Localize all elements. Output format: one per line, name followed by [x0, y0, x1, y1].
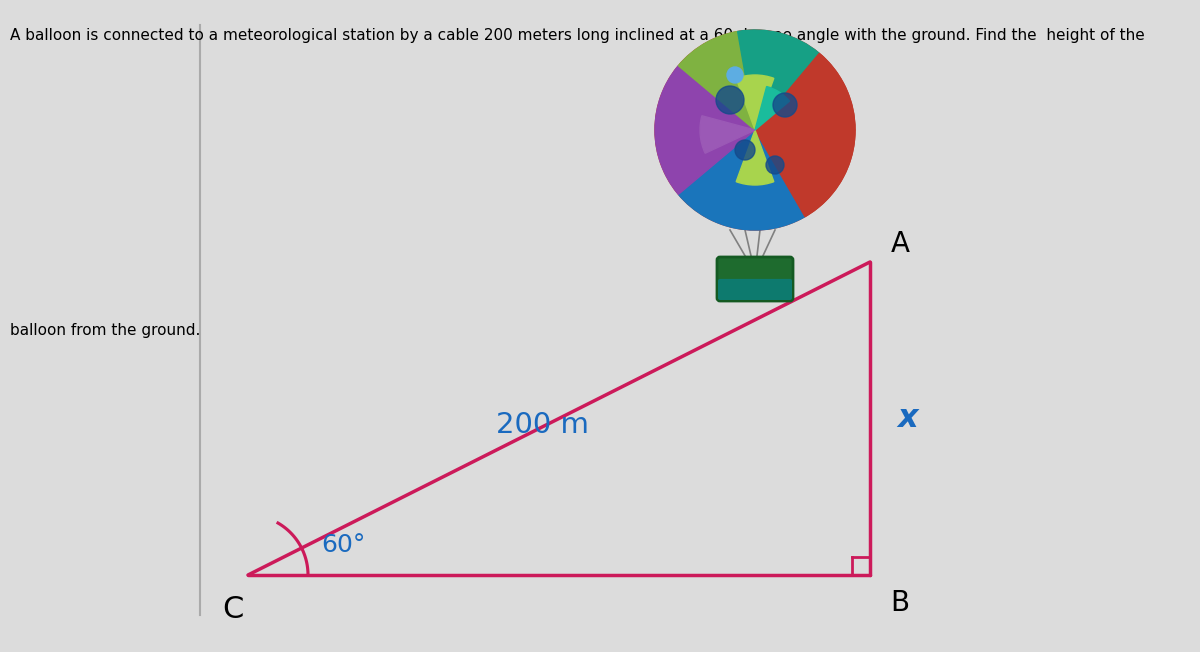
Text: C: C — [222, 595, 244, 625]
Wedge shape — [755, 53, 854, 130]
Wedge shape — [700, 116, 755, 153]
FancyBboxPatch shape — [718, 257, 793, 301]
Wedge shape — [736, 130, 774, 185]
Circle shape — [734, 140, 755, 160]
Wedge shape — [655, 66, 755, 194]
Circle shape — [727, 67, 743, 83]
Wedge shape — [755, 87, 790, 130]
Wedge shape — [738, 30, 820, 130]
Text: A: A — [890, 230, 910, 258]
Wedge shape — [755, 130, 854, 216]
Text: 200 m: 200 m — [496, 411, 589, 439]
Text: A balloon is connected to a meteorological station by a cable 200 meters long in: A balloon is connected to a meteorologic… — [10, 28, 1145, 43]
Circle shape — [766, 156, 784, 174]
Circle shape — [655, 30, 854, 230]
Wedge shape — [678, 31, 755, 130]
Wedge shape — [678, 130, 805, 230]
Text: B: B — [890, 589, 910, 617]
Text: balloon from the ground.: balloon from the ground. — [10, 323, 200, 338]
Circle shape — [716, 86, 744, 114]
Wedge shape — [736, 75, 774, 130]
Text: 60°: 60° — [320, 533, 365, 557]
Text: x: x — [898, 403, 918, 434]
FancyBboxPatch shape — [718, 279, 792, 300]
Circle shape — [773, 93, 797, 117]
